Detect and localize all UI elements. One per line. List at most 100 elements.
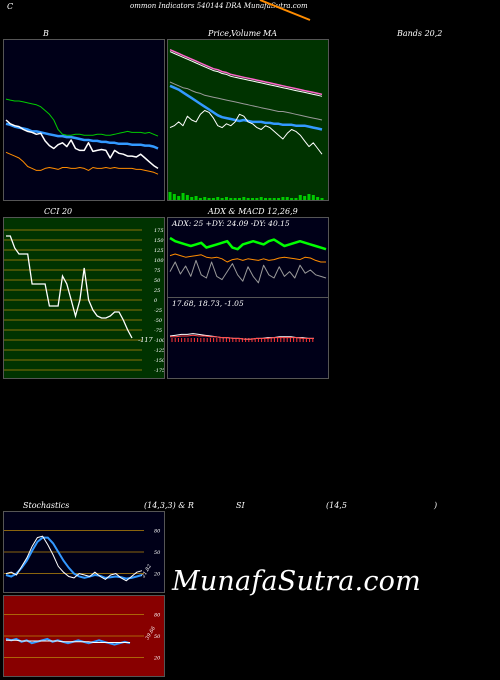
bollinger-series-2 [5, 119, 159, 170]
macd-series-1 [170, 334, 314, 340]
header-accent-bar [259, 0, 311, 21]
stoch-tick-label: 80 [154, 528, 161, 534]
macd-chart: 17.68, 18.73, -1.05 [167, 297, 329, 379]
volume-bar [237, 198, 241, 200]
price_ma-series-1 [169, 51, 323, 97]
cci-title: CCI 20 [44, 207, 73, 216]
cci-tick-label: 125 [154, 248, 164, 254]
volume-bar [298, 195, 302, 200]
bollinger-title: B [43, 29, 49, 38]
adx-summary: ADX: 25 +DY: 24.09 -DY: 40.15 [172, 219, 290, 228]
volume-bar [281, 197, 285, 200]
volume-bar [216, 197, 220, 200]
volume-bar [233, 198, 237, 200]
cci-tick-label: 75 [154, 268, 160, 274]
rsi-tick-label: 80 [154, 612, 161, 618]
rsi-title: SI [236, 501, 245, 510]
volume-label: Volume [231, 29, 261, 38]
volume-bar [307, 194, 311, 200]
rsi-series-0 [5, 637, 131, 646]
stochastics-title: Stochastics [23, 501, 70, 510]
volume-bar [290, 198, 294, 200]
volume-bar [316, 197, 320, 200]
rsi-tick-label: 50 [154, 634, 161, 640]
cci-tick-label: -150 [154, 358, 164, 364]
stochastics-params: (14,3,3) & R [144, 501, 194, 510]
volume-bar [272, 198, 276, 200]
volume-bar [190, 197, 194, 200]
volume-bar [277, 198, 281, 200]
cci-tick-label: -175 [154, 368, 164, 374]
stoch-last-value: 21.82 [140, 564, 153, 580]
volume-bar [242, 197, 246, 200]
macd-summary: 17.68, 18.73, -1.05 [172, 299, 244, 308]
adx-title: ADX & MACD 12,26,9 [208, 207, 298, 216]
volume-bar [220, 198, 224, 200]
volume-bar [303, 196, 307, 200]
volume-bar [185, 195, 189, 200]
cci-tick-label: 50 [154, 278, 161, 284]
price_ma-series-3 [169, 84, 323, 131]
stoch-series-1 [5, 535, 143, 582]
cci-tick-label: -25 [154, 308, 162, 314]
price-title: Price, [208, 29, 232, 38]
volume-bar [177, 196, 181, 200]
stoch-tick-label: 20 [153, 572, 161, 578]
rsi-close: ) [434, 501, 438, 510]
adx-series-1 [169, 236, 327, 251]
volume-bar [255, 198, 259, 200]
cci-tick-label: 0 [154, 298, 158, 304]
adx-chart: ADX: 25 +DY: 24.09 -DY: 40.15 [167, 217, 329, 299]
watermark: MunafaSutra.com [172, 566, 421, 597]
cci-tick-label: 175 [154, 228, 164, 234]
bollinger-series-1 [5, 122, 159, 150]
volume-bar [168, 192, 172, 200]
rsi-chart: 80 50 20 39.66 [3, 595, 165, 677]
price-ma-chart [167, 39, 329, 201]
volume-bar [224, 197, 228, 200]
stochastics-chart: 80 50 20 21.82 [3, 511, 165, 593]
volume-bar [211, 198, 215, 200]
volume-bar [181, 193, 185, 200]
cci-tick-label: -100 [154, 338, 164, 344]
rsi-series-1 [6, 639, 130, 643]
price_ma-series-0 [169, 49, 323, 96]
volume-bar [198, 198, 202, 200]
volume-bar [229, 198, 233, 200]
cci-series-0 [6, 235, 133, 339]
volume-bar [285, 197, 289, 200]
cci-chart: 175 150 125 100 75 50 25 0 -25 -50 -75 -100 -125 -150… [3, 217, 165, 379]
cci-tick-label: 25 [153, 288, 160, 294]
volume-bar [172, 194, 176, 200]
volume-bar [294, 198, 298, 200]
stoch-tick-label: 50 [154, 550, 161, 556]
cci-tick-label: -50 [154, 318, 163, 324]
adx-series-2 [169, 259, 327, 284]
volume-bar [259, 197, 263, 200]
price_ma-series-4 [169, 110, 323, 155]
adx-series-0 [169, 253, 326, 263]
volume-bar [320, 198, 324, 200]
volume-bar [246, 198, 250, 200]
bollinger-series-3 [5, 151, 159, 175]
bollinger-chart [3, 39, 165, 201]
volume-bar [194, 196, 198, 200]
bollinger-series-0 [5, 98, 159, 137]
volume-bar [264, 198, 268, 200]
price_ma-series-2 [169, 81, 323, 121]
volume-bar [203, 197, 207, 200]
bands-label: Bands 20,2 [397, 29, 443, 38]
cci-tick-label: 100 [154, 258, 164, 264]
volume-bar [251, 198, 255, 200]
volume-bar [207, 198, 211, 200]
page-title: ommon Indicators 540144 DRA MunafaSutra.… [130, 2, 308, 10]
ma-label: MA [263, 29, 277, 38]
cci-last-value: -117 [138, 336, 153, 344]
rsi-tick-label: 20 [153, 656, 161, 662]
rsi-params: (14,5 [326, 501, 347, 510]
cci-tick-label: 150 [154, 238, 164, 244]
title-prefix: C [7, 2, 14, 11]
cci-tick-label: -125 [154, 348, 164, 354]
volume-bar [311, 195, 315, 200]
volume-bar [268, 198, 272, 200]
